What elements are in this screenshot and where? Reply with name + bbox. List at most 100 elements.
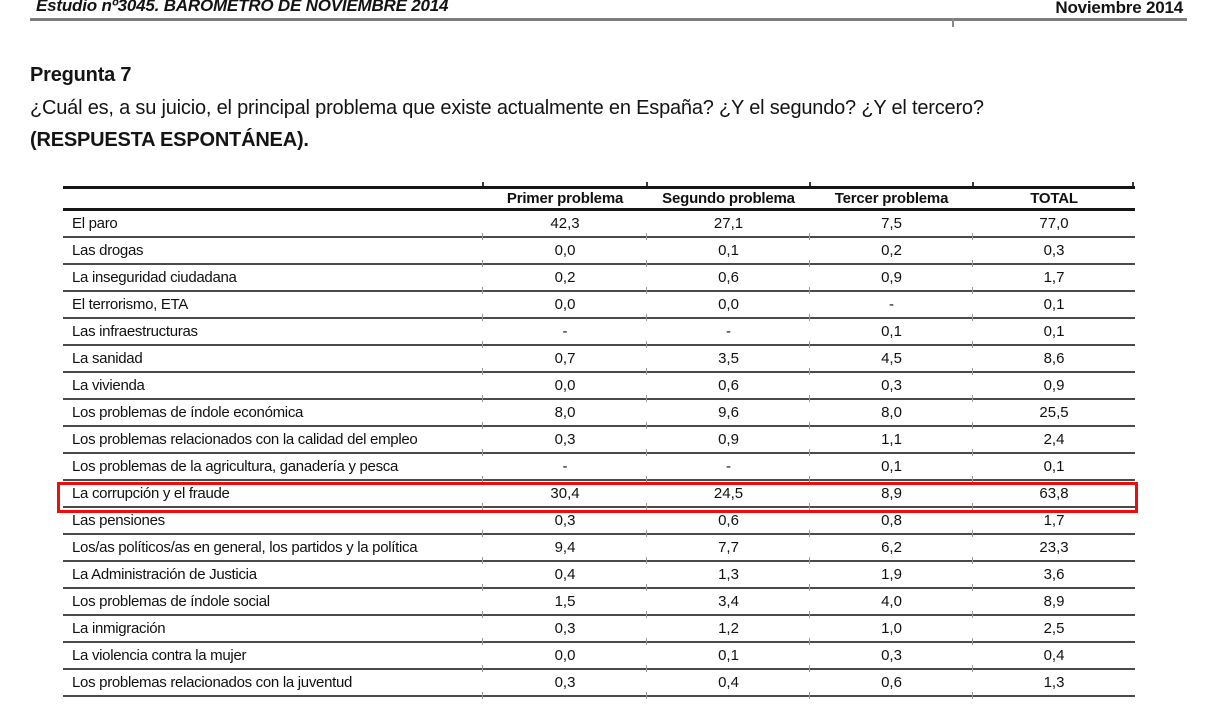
table-row: El terrorismo, ETA 0,0 0,0-0,1 xyxy=(63,292,1135,321)
column-boundary-tick xyxy=(646,182,648,187)
row-value: 1,7 xyxy=(972,508,1135,537)
column-boundary-tick xyxy=(972,182,974,187)
row-value: 0,3 xyxy=(972,238,1135,267)
row-value: 0,1 xyxy=(972,319,1135,348)
row-value: 0,1 xyxy=(809,454,973,483)
row-value: 0,1 xyxy=(646,238,810,267)
row-label: El paro xyxy=(63,211,483,238)
row-label: Los problemas de índole social xyxy=(63,589,483,616)
row-value: 1,5 xyxy=(482,589,647,618)
column-header-total: TOTAL xyxy=(973,186,1135,211)
problems-table: Primer problema Segundo problema Tercer … xyxy=(63,186,1135,699)
row-label: Los problemas de la agricultura, ganader… xyxy=(63,454,483,481)
row-label: El terrorismo, ETA xyxy=(63,292,483,319)
table-row: Las drogas 0,0 0,1 0,2 0,3 xyxy=(63,238,1135,267)
row-label: La vivienda xyxy=(63,373,483,400)
row-value: 3,5 xyxy=(646,346,810,375)
row-value: 1,2 xyxy=(646,616,810,645)
header-rule xyxy=(30,18,1187,21)
row-value: 0,9 xyxy=(809,265,973,294)
table-row: Los problemas relacionados con la calida… xyxy=(63,427,1135,456)
row-value: 25,5 xyxy=(972,400,1135,429)
row-value: 3,4 xyxy=(646,589,810,618)
row-value: 0,3 xyxy=(482,616,647,645)
row-value: 0,0 xyxy=(482,238,647,267)
row-value: 0,7 xyxy=(482,346,647,375)
column-boundary-tick xyxy=(482,182,484,187)
row-label: La Administración de Justicia xyxy=(63,562,483,589)
row-value: 7,5 xyxy=(809,211,973,240)
study-title: Estudio nº3045. BARÓMETRO DE NOVIEMBRE 2… xyxy=(36,0,449,15)
question-text: ¿Cuál es, a su juicio, el principal prob… xyxy=(30,97,984,119)
table-row: Los problemas de la agricultura, ganader… xyxy=(63,454,1135,483)
row-value: 77,0 xyxy=(972,211,1135,240)
table-header-row: Primer problema Segundo problema Tercer … xyxy=(63,186,1135,211)
row-value: 8,0 xyxy=(809,400,973,429)
row-value: - xyxy=(482,454,647,483)
row-value: 3,6 xyxy=(972,562,1135,591)
row-value: 6,2 xyxy=(809,535,973,564)
table-row: Los/as políticos/as en general, los part… xyxy=(63,535,1135,564)
row-value: 0,8 xyxy=(809,508,973,537)
row-value: 2,5 xyxy=(972,616,1135,645)
row-value: 0,1 xyxy=(646,643,810,672)
table-row: La corrupción y el fraude 30,4 24,5 8,9 63,8 xyxy=(63,481,1135,510)
row-value: 0,6 xyxy=(646,265,810,294)
row-value: 1,1 xyxy=(809,427,973,456)
row-value: 0,3 xyxy=(809,373,973,402)
row-value: 1,9 xyxy=(809,562,973,591)
row-value: 27,1 xyxy=(646,211,810,240)
row-value: 1,7 xyxy=(972,265,1135,294)
row-value: 1,3 xyxy=(646,562,810,591)
row-label: La corrupción y el fraude xyxy=(63,481,483,508)
column-header-segundo: Segundo problema xyxy=(647,186,810,211)
row-value: 0,6 xyxy=(646,373,810,402)
row-label: Los problemas de índole económica xyxy=(63,400,483,427)
row-value: 0,0 xyxy=(482,643,647,672)
table-row: La inmigración 0,3 1,2 1,0 2,5 xyxy=(63,616,1135,645)
table-row: La inseguridad ciudadana 0,2 0,6 0,9 1,7 xyxy=(63,265,1135,294)
row-label: Las drogas xyxy=(63,238,483,265)
row-label: Las pensiones xyxy=(63,508,483,535)
row-value: 4,0 xyxy=(809,589,973,618)
row-value: 0,4 xyxy=(482,562,647,591)
row-value: 42,3 xyxy=(482,211,647,240)
row-value: 30,4 xyxy=(482,481,647,510)
table-row: La Administración de Justicia 0,4 1,3 1,9 3,… xyxy=(63,562,1135,591)
row-value: 7,7 xyxy=(646,535,810,564)
row-value: 0,4 xyxy=(646,670,810,699)
row-value: 4,5 xyxy=(809,346,973,375)
row-value: 0,0 xyxy=(482,292,647,321)
row-value: 8,9 xyxy=(809,481,973,510)
row-label: Los/as políticos/as en general, los part… xyxy=(63,535,483,562)
row-value: 0,9 xyxy=(646,427,810,456)
row-value: 0,3 xyxy=(482,508,647,537)
table-row: El paro 42,3 27,1 7,5 77,0 xyxy=(63,211,1135,240)
question-number: Pregunta 7 xyxy=(30,64,132,86)
row-value: 0,2 xyxy=(482,265,647,294)
row-value: 63,8 xyxy=(972,481,1135,510)
column-boundary-tick xyxy=(1132,182,1134,187)
row-value: 0,4 xyxy=(972,643,1135,672)
question-block: Pregunta 7 ¿Cuál es, a su juicio, el pri… xyxy=(30,64,1180,152)
row-value: - xyxy=(646,454,810,483)
row-value: 0,9 xyxy=(972,373,1135,402)
row-label: La inmigración xyxy=(63,616,483,643)
row-label: Los problemas relacionados con la juvent… xyxy=(63,670,483,697)
row-value: - xyxy=(646,319,810,348)
row-value: - xyxy=(809,292,973,321)
results-table: Primer problema Segundo problema Tercer … xyxy=(57,182,1138,699)
row-value: 9,4 xyxy=(482,535,647,564)
header-rule-tick xyxy=(952,18,954,27)
row-label: La violencia contra la mujer xyxy=(63,643,483,670)
header-date: Noviembre 2014 xyxy=(1055,0,1183,17)
question-note: (RESPUESTA ESPONTÁNEA). xyxy=(30,129,309,151)
row-value: 1,3 xyxy=(972,670,1135,699)
row-value: 9,6 xyxy=(646,400,810,429)
row-value: 0,6 xyxy=(809,670,973,699)
row-value: 0,1 xyxy=(972,454,1135,483)
table-row: Los problemas de índole económica 8,0 9,6 8… xyxy=(63,400,1135,429)
row-value: 0,1 xyxy=(972,292,1135,321)
row-value: 1,0 xyxy=(809,616,973,645)
